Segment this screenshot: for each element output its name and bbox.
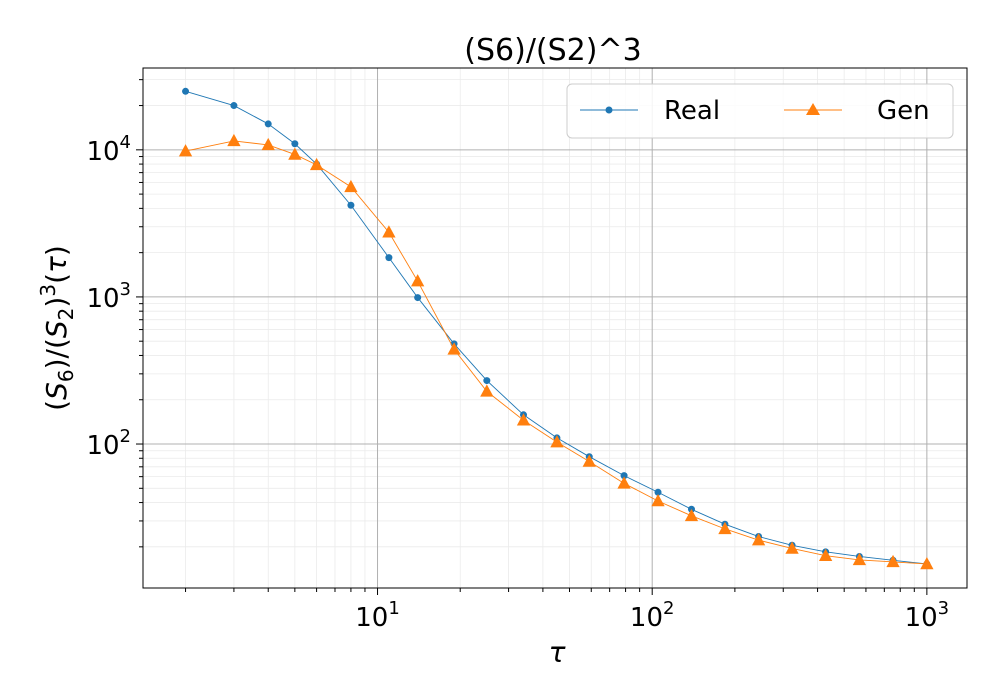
- series-real: [182, 87, 931, 568]
- data-point-real: [230, 102, 238, 110]
- x-tick-label: 101: [355, 598, 400, 633]
- data-point-gen: [309, 157, 324, 171]
- x-tick-label: 103: [905, 598, 950, 633]
- chart-title: (S6)/(S2)^3: [464, 33, 641, 68]
- data-point-real: [483, 377, 491, 385]
- data-point-gen: [411, 274, 425, 287]
- series-gen: [178, 133, 934, 570]
- y-tick-label: 102: [86, 426, 131, 461]
- data-point-gen: [785, 541, 799, 554]
- legend-marker-gen: [806, 103, 820, 115]
- data-point-gen: [751, 533, 766, 546]
- data-point-gen: [382, 225, 396, 238]
- plot-frame: [142, 67, 968, 589]
- legend-label-gen: Gen: [877, 96, 930, 126]
- data-point-gen: [886, 554, 900, 568]
- x-tick-label: 102: [630, 598, 675, 633]
- data-point-real: [264, 120, 272, 128]
- data-point-gen: [920, 556, 934, 570]
- data-point-real: [291, 140, 299, 148]
- data-point-gen: [684, 508, 699, 522]
- minor-grid: [143, 68, 967, 588]
- data-point-gen: [227, 133, 241, 147]
- data-point-real: [347, 201, 355, 209]
- data-point-gen: [852, 552, 867, 566]
- x-axis-label: τ: [549, 636, 566, 669]
- data-point-gen: [818, 548, 833, 561]
- data-point-gen: [447, 342, 461, 355]
- legend-marker-real: [605, 106, 613, 114]
- y-tick-label: 103: [86, 279, 131, 314]
- data-point-real: [620, 472, 628, 480]
- legend-label-real: Real: [664, 96, 720, 126]
- legend-box: [566, 83, 954, 139]
- y-axis-label: (S6)/(S2)3(τ): [36, 245, 78, 411]
- data-point-gen: [651, 493, 665, 507]
- legend: Real Gen: [566, 83, 954, 139]
- data-point-gen: [516, 413, 531, 426]
- data-point-gen: [480, 384, 494, 397]
- axis-ticks: 101 102 103 102 103 104: [86, 79, 950, 633]
- data-point-real: [385, 254, 393, 262]
- data-point-real: [654, 488, 662, 496]
- series-layer: [178, 87, 934, 570]
- data-point-gen: [617, 476, 631, 489]
- data-point-gen: [718, 521, 732, 535]
- data-point-gen: [550, 435, 564, 448]
- series-line-gen: [185, 140, 927, 565]
- data-point-real: [414, 294, 422, 302]
- data-point-gen: [582, 454, 596, 467]
- series-line-real: [185, 90, 927, 565]
- data-point-gen: [288, 147, 302, 160]
- data-point-gen: [344, 179, 358, 193]
- data-point-real: [182, 87, 190, 95]
- data-point-gen: [178, 144, 193, 157]
- y-tick-label: 104: [86, 132, 131, 167]
- data-point-gen: [261, 137, 275, 151]
